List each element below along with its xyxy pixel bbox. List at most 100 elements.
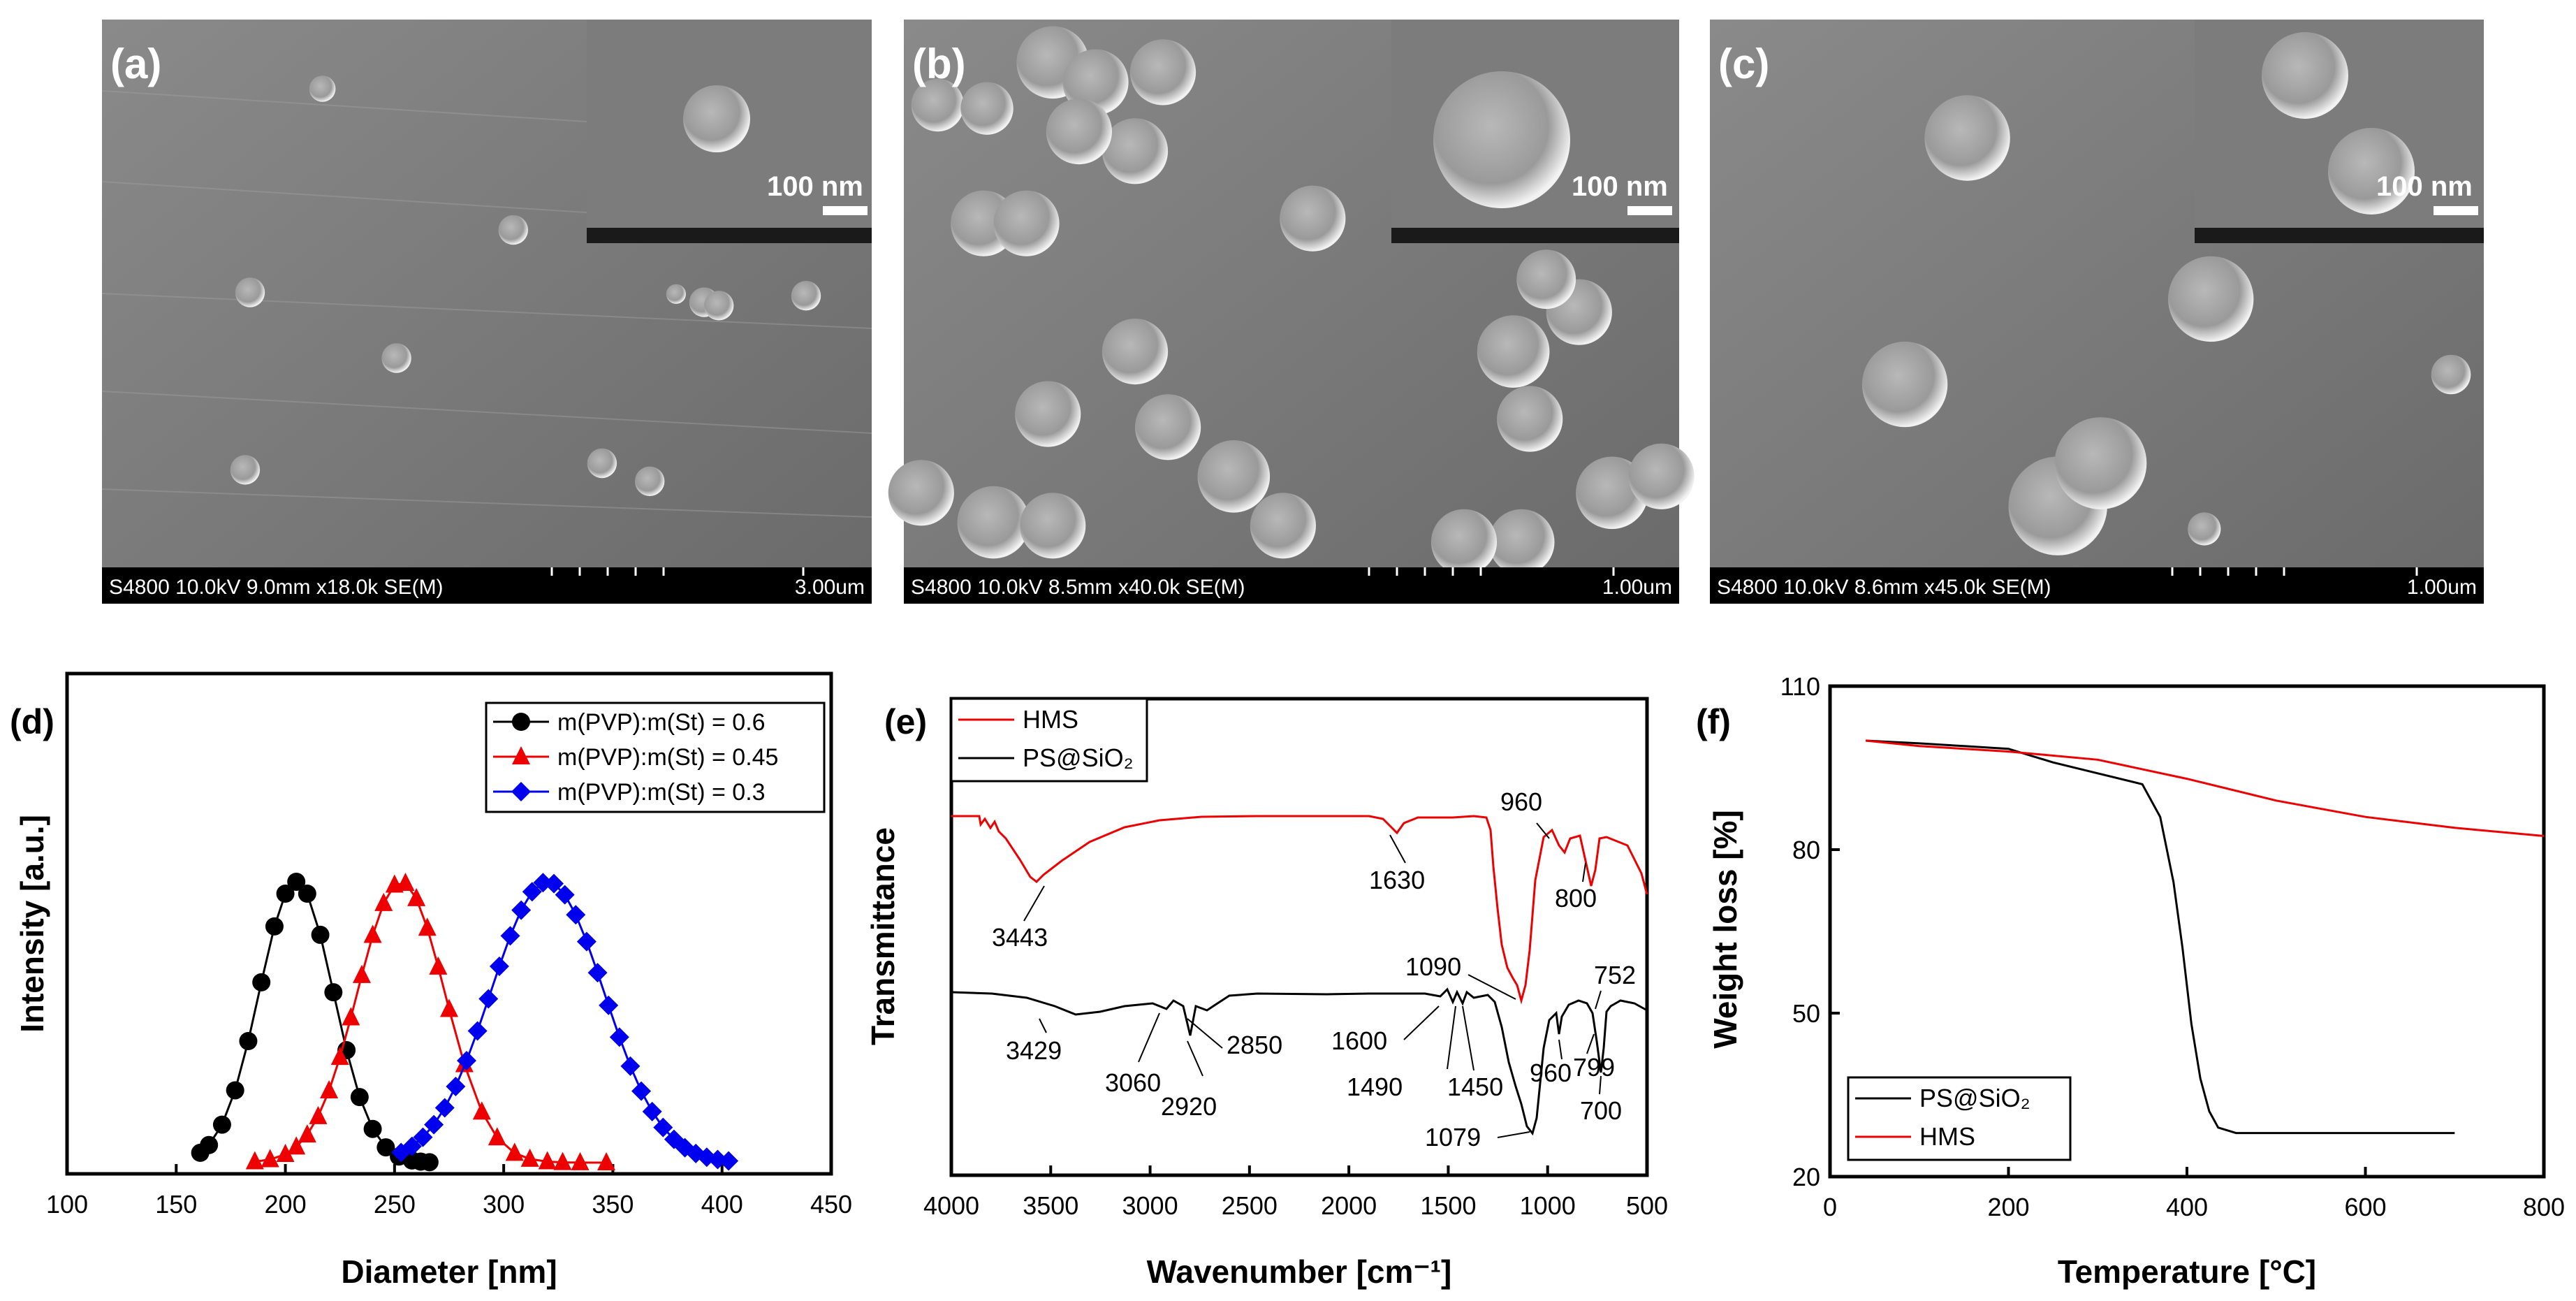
data-point bbox=[544, 873, 564, 894]
legend-marker bbox=[511, 782, 531, 801]
data-point bbox=[631, 1081, 652, 1101]
data-point bbox=[553, 1151, 572, 1170]
data-point bbox=[587, 963, 608, 983]
plot-frame bbox=[65, 671, 833, 1176]
data-point bbox=[245, 1151, 264, 1170]
y-axis-label: Intensity [a.u.] bbox=[14, 815, 50, 1033]
data-point bbox=[467, 1021, 488, 1041]
particle bbox=[235, 277, 265, 307]
x-axis-label: Diameter [nm] bbox=[341, 1253, 557, 1290]
x-tick-label: 100 bbox=[46, 1190, 88, 1219]
data-point bbox=[311, 925, 330, 944]
particle bbox=[1280, 185, 1346, 252]
axes: 0 200 400 600 800 20 50 80 110 bbox=[1780, 672, 2565, 1221]
legend-entry: PS@SiO₂ bbox=[1919, 1084, 2030, 1112]
panel-label: (e) bbox=[884, 702, 927, 741]
particle bbox=[1129, 39, 1196, 106]
inset-scale-label: 100 nm bbox=[767, 171, 863, 202]
x-tick-label: 2000 bbox=[1321, 1191, 1377, 1220]
data-point bbox=[489, 956, 509, 976]
particle bbox=[993, 190, 1060, 256]
data-point bbox=[261, 1149, 279, 1168]
data-point bbox=[298, 885, 316, 903]
x-tick-label: 200 bbox=[265, 1190, 307, 1219]
x-axis: 100 150 200 250 300 350 400 450 bbox=[46, 1164, 852, 1219]
inset-scale-bar bbox=[2434, 206, 2478, 215]
data-point bbox=[342, 1007, 360, 1026]
data-point bbox=[298, 1124, 316, 1143]
data-point bbox=[488, 1127, 506, 1146]
chart-f: (f) 0 200 400 600 800 20 50 80 110 PS@SiO₂ HMS W… bbox=[1696, 672, 2565, 1290]
panel-label: (a) bbox=[110, 41, 161, 87]
peak-label: 3443 bbox=[992, 923, 1048, 952]
data-point bbox=[402, 1136, 422, 1156]
panel-label: (b) bbox=[912, 41, 966, 87]
data-point bbox=[330, 1047, 349, 1066]
particle bbox=[1516, 249, 1576, 310]
data-point bbox=[418, 917, 437, 936]
particle bbox=[791, 281, 821, 311]
inset-scale-label: 100 nm bbox=[2376, 171, 2473, 202]
x-tick-label: 800 bbox=[2523, 1193, 2565, 1221]
series-line-hms bbox=[951, 815, 1648, 1005]
plot-frame bbox=[949, 697, 1649, 1177]
y-axis-label: Weight loss [%] bbox=[1707, 810, 1743, 1049]
x-tick-label: 3000 bbox=[1122, 1191, 1178, 1220]
legend: m(PVP):m(St) = 0.6 m(PVP):m(St) = 0.45 m… bbox=[485, 702, 826, 813]
chart-d: (d) 100 150 200 250 300 350 400 450 m(PVP):m(St… bbox=[10, 671, 852, 1290]
data-point bbox=[500, 926, 520, 946]
data-point bbox=[440, 998, 458, 1017]
data-point bbox=[276, 1143, 295, 1162]
data-point bbox=[309, 1105, 328, 1124]
x-tick-label: 4000 bbox=[923, 1191, 979, 1220]
inset-scale-bar bbox=[823, 206, 868, 215]
peak-label: 1600 bbox=[1331, 1026, 1387, 1055]
x-tick-label: 400 bbox=[2166, 1193, 2208, 1221]
data-point bbox=[324, 983, 343, 1002]
x-tick-label: 400 bbox=[701, 1190, 743, 1219]
y-tick-label: 80 bbox=[1792, 836, 1820, 864]
legend-entry: HMS bbox=[1023, 705, 1078, 734]
legend-entry: PS@SiO₂ bbox=[1023, 743, 1134, 772]
particle bbox=[1430, 509, 1498, 575]
peak-label: 1079 bbox=[1425, 1123, 1481, 1151]
data-point bbox=[446, 1076, 466, 1096]
legend-entry: m(PVP):m(St) = 0.3 bbox=[557, 779, 766, 806]
peak-label: 700 bbox=[1580, 1096, 1622, 1125]
particle bbox=[1477, 315, 1550, 388]
x-tick-label: 0 bbox=[1823, 1193, 1837, 1221]
particle bbox=[1924, 95, 2010, 181]
x-tick-label: 250 bbox=[374, 1190, 416, 1219]
data-point bbox=[376, 1138, 395, 1157]
particle bbox=[703, 291, 734, 321]
data-point bbox=[287, 873, 306, 891]
data-point bbox=[566, 905, 586, 925]
peak-label: 3060 bbox=[1105, 1068, 1161, 1097]
particles bbox=[888, 26, 1695, 575]
particle bbox=[1046, 99, 1112, 165]
data-point bbox=[407, 887, 426, 906]
data-point bbox=[239, 1031, 258, 1050]
data-point bbox=[363, 1119, 382, 1138]
data-point bbox=[429, 956, 448, 975]
data-point bbox=[642, 1101, 662, 1121]
x-tick-label: 600 bbox=[2344, 1193, 2386, 1221]
data-point bbox=[420, 1153, 439, 1172]
sem-info-bar: S4800 10.0kV 8.5mm x40.0k SE(M) bbox=[911, 576, 1245, 599]
particle bbox=[2431, 354, 2471, 395]
legend-entry: m(PVP):m(St) = 0.45 bbox=[557, 744, 778, 771]
panel-label: (c) bbox=[1718, 41, 1769, 87]
x-axis-label: Wavenumber [cm⁻¹] bbox=[1147, 1253, 1452, 1290]
y-tick-label: 50 bbox=[1792, 999, 1820, 1028]
data-point bbox=[252, 973, 271, 991]
particle bbox=[381, 343, 411, 373]
sem-panel-a: 100 nm S4800 10.0kV 9.0mm x18.0k SE(M) 3… bbox=[101, 20, 872, 604]
y-tick-label: 110 bbox=[1780, 672, 1820, 701]
legend-marker bbox=[512, 713, 530, 731]
data-point bbox=[571, 1151, 590, 1170]
data-point bbox=[226, 1081, 244, 1100]
x-tick-label: 3500 bbox=[1023, 1191, 1078, 1220]
x-tick-label: 150 bbox=[155, 1190, 197, 1219]
peak-label: 752 bbox=[1594, 961, 1636, 989]
